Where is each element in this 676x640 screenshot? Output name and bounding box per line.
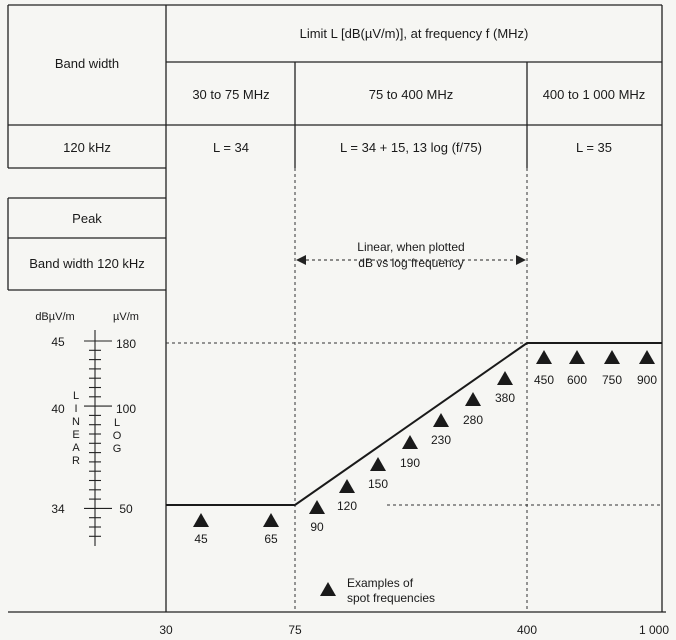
x-label-400: 400 <box>517 623 537 637</box>
spot-label: 65 <box>264 532 278 546</box>
spot-marker: 230 <box>431 413 451 447</box>
log-letter-o: O <box>113 430 122 442</box>
db-tick-34: 34 <box>51 502 65 516</box>
spot-label: 90 <box>310 520 324 534</box>
spot-marker: 280 <box>463 392 483 427</box>
x-label-75: 75 <box>288 623 302 637</box>
log-letter-g: G <box>113 443 122 455</box>
spot-label: 750 <box>602 373 622 387</box>
range-30-75: 30 to 75 MHz <box>192 87 269 102</box>
spot-marker: 150 <box>368 457 388 491</box>
uv-tick-180: 180 <box>116 337 136 351</box>
range-75-400: 75 to 400 MHz <box>369 87 454 102</box>
formula-30-75: L = 34 <box>213 140 249 155</box>
legend-line2: spot frequencies <box>347 591 435 605</box>
db-tick-40: 40 <box>51 402 65 416</box>
formula-75-400: L = 34 + 15, 13 log (f/75) <box>340 140 482 155</box>
spot-label: 450 <box>534 373 554 387</box>
spot-marker: 750 <box>602 350 622 387</box>
spot-label: 380 <box>495 391 515 405</box>
spot-label: 230 <box>431 433 451 447</box>
spot-marker: 380 <box>495 371 515 405</box>
spot-label: 280 <box>463 413 483 427</box>
linear-annotation-line2: dB vs log frequency <box>358 256 463 270</box>
bandwidth-120-label: Band width 120 kHz <box>29 256 145 271</box>
linear-letter-l: L <box>73 390 79 402</box>
spot-marker: 450 <box>534 350 554 387</box>
linear-annotation-arrow <box>296 255 526 265</box>
legend-triangle-icon <box>320 582 336 596</box>
spot-label: 600 <box>567 373 587 387</box>
spot-marker: 190 <box>400 435 420 470</box>
linear-letter-e: E <box>72 429 79 441</box>
spot-marker: 65 <box>263 513 279 546</box>
spot-marker: 900 <box>637 350 657 387</box>
linear-letter-n: N <box>72 416 80 428</box>
spot-label: 150 <box>368 477 388 491</box>
formula-400-1000: L = 35 <box>576 140 612 155</box>
x-label-1000: 1 000 <box>639 623 669 637</box>
legend: Examples of spot frequencies <box>320 576 435 605</box>
db-unit-label: dBµV/m <box>35 311 74 323</box>
peak-label: Peak <box>72 211 102 226</box>
spot-label: 900 <box>637 373 657 387</box>
spot-marker: 120 <box>337 479 357 513</box>
limit-header: Limit L [dB(µV/m)], at frequency f (MHz) <box>300 26 529 41</box>
legend-line1: Examples of <box>347 576 414 590</box>
log-letter-l: L <box>114 417 120 429</box>
bandwidth-header: Band width <box>55 56 119 71</box>
spot-label: 120 <box>337 499 357 513</box>
spot-frequencies: 45 65 90 120 150 190 230 280 <box>193 350 657 546</box>
uv-tick-100: 100 <box>116 402 136 416</box>
bandwidth-value: 120 kHz <box>63 140 111 155</box>
limit-line <box>166 342 662 506</box>
scale-ruler <box>84 330 112 546</box>
spot-marker: 90 <box>309 500 325 534</box>
linear-letter-a: A <box>72 442 80 454</box>
linear-annotation-line1: Linear, when plotted <box>357 240 464 254</box>
db-tick-45: 45 <box>51 335 65 349</box>
spot-label: 45 <box>194 532 208 546</box>
x-label-30: 30 <box>159 623 173 637</box>
limit-table <box>7 4 663 612</box>
linear-letter-i: I <box>74 403 77 415</box>
uv-unit-label: µV/m <box>113 311 139 323</box>
spot-label: 190 <box>400 456 420 470</box>
range-400-1000: 400 to 1 000 MHz <box>543 87 646 102</box>
linear-letter-r: R <box>72 455 80 467</box>
uv-tick-50: 50 <box>119 502 133 516</box>
spot-marker: 600 <box>567 350 587 387</box>
dashed-guides <box>166 168 662 612</box>
scale-panel-frame <box>7 197 166 291</box>
spot-marker: 45 <box>193 513 209 546</box>
